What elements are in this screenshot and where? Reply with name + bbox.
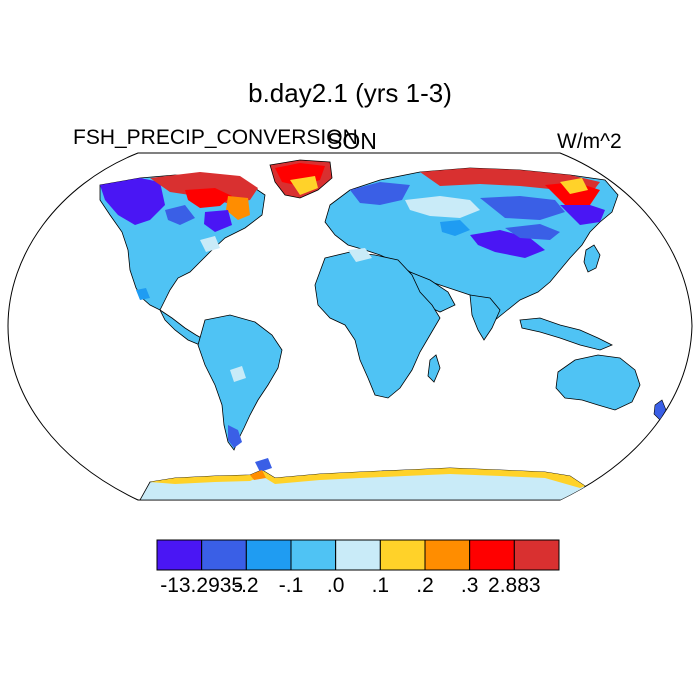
colorbar-tick-label: -.2	[234, 574, 259, 597]
colorbar-tick-label: .1	[371, 574, 390, 597]
colorbar-tick-label: .2	[416, 574, 434, 597]
japan	[583, 244, 601, 273]
colorbar-box-3	[290, 539, 337, 571]
colorbar-box-1	[201, 539, 247, 571]
india	[469, 294, 501, 341]
colorbar-tick-label: .0	[326, 574, 345, 597]
australia	[555, 354, 641, 411]
colorbar-tick-label: .3	[460, 574, 479, 597]
south-america	[197, 314, 283, 451]
colorbar-box-4	[335, 539, 381, 571]
colorbar-box-0	[156, 539, 203, 571]
variable-label: FSH_PRECIP_CONVERSION	[73, 126, 358, 149]
colorbar-box-7	[469, 539, 515, 571]
colorbar-tick-label: 2.883	[488, 574, 541, 597]
colorbar-box-5	[379, 539, 426, 571]
colorbar	[156, 539, 560, 571]
plot-title: b.day2.1 (yrs 1-3)	[248, 78, 452, 108]
southeast-asia-islands	[519, 317, 613, 351]
colorbar-box-2	[245, 539, 292, 571]
season-label: SON	[327, 128, 377, 154]
africa	[314, 251, 441, 399]
units-label: W/m^2	[557, 130, 622, 153]
colorbar-box-6	[424, 539, 471, 571]
madagascar	[427, 354, 441, 383]
colorbar-tick-label: -13.2935	[160, 574, 244, 597]
colorbar-box-8	[513, 539, 560, 571]
colorbar-tick-label: -.1	[278, 574, 304, 597]
anomaly-patches	[100, 163, 605, 480]
